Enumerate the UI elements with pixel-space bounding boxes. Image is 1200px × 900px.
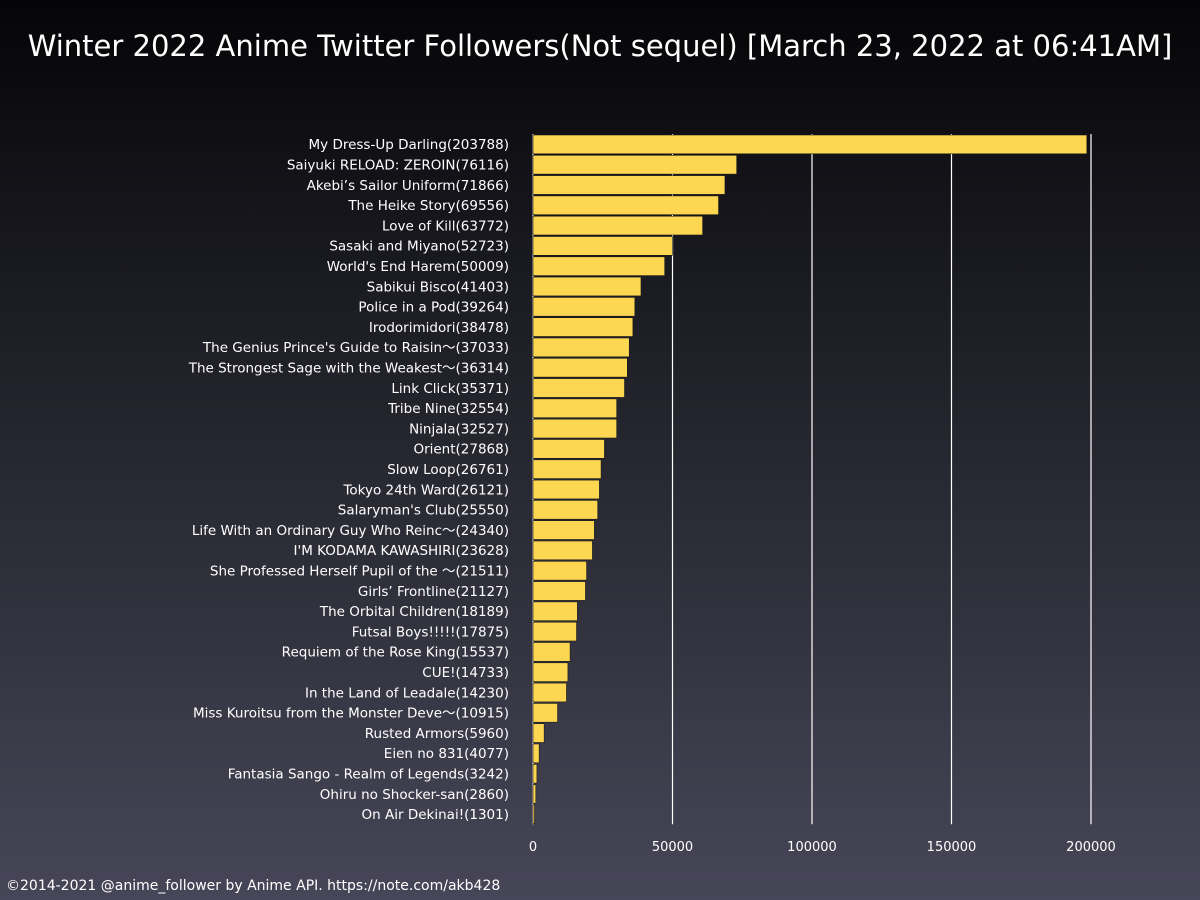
bar xyxy=(532,276,642,297)
bar xyxy=(532,256,665,276)
footer-credit: ©2014-2021 @anime_follower by Anime API.… xyxy=(6,878,501,894)
category-label: Sasaki and Miyano(52723) xyxy=(329,239,509,255)
bar xyxy=(532,743,540,764)
category-label: She Professed Herself Pupil of the 〜(215… xyxy=(210,563,509,579)
category-label: Sabikui Bisco(41403) xyxy=(367,279,509,295)
category-label: Akebi’s Sailor Uniform(71866) xyxy=(307,178,509,194)
category-label: Salaryman's Club(25550) xyxy=(338,503,509,519)
bar xyxy=(532,642,571,662)
category-label: The Orbital Children(18189) xyxy=(319,604,509,620)
category-label: Tokyo 24th Ward(26121) xyxy=(342,482,509,498)
bar xyxy=(532,439,605,459)
category-label: The Genius Prince's Guide to Raisin〜(370… xyxy=(202,340,509,356)
bar xyxy=(532,195,719,215)
bar xyxy=(532,621,577,642)
x-tick-label: 150000 xyxy=(927,840,977,855)
category-label: Police in a Pod(39264) xyxy=(358,300,509,316)
bar xyxy=(532,134,1088,155)
bar xyxy=(532,337,630,358)
chart-title: Winter 2022 Anime Twitter Followers(Not … xyxy=(27,29,1173,63)
bar xyxy=(532,418,617,439)
bar xyxy=(532,357,628,378)
bar xyxy=(532,398,617,418)
bar xyxy=(532,479,600,500)
category-label: In the Land of Leadale(14230) xyxy=(305,685,509,701)
category-label: Eien no 831(4077) xyxy=(384,746,509,762)
bar xyxy=(532,540,593,561)
category-label: On Air Dekinai!(1301) xyxy=(362,807,509,823)
x-tick-label: 100000 xyxy=(787,840,837,855)
category-label: Girls’ Frontline(21127) xyxy=(358,584,509,600)
bar xyxy=(532,682,567,703)
bar xyxy=(532,500,599,520)
category-label: Orient(27868) xyxy=(413,442,509,458)
category-label: Irodorimidori(38478) xyxy=(369,320,509,336)
category-label: Ninjala(32527) xyxy=(409,421,509,437)
bar xyxy=(532,763,538,784)
x-tick-label: 50000 xyxy=(652,840,693,855)
category-label: Love of Kill(63772) xyxy=(382,218,509,234)
category-label: Tribe Nine(32554) xyxy=(387,401,509,417)
category-label: Futsal Boys!!!!!(17875) xyxy=(352,624,509,640)
bar xyxy=(532,175,726,195)
category-label: I'M KODAMA KAWASHIRI(23628) xyxy=(294,543,509,559)
x-tick-label: 0 xyxy=(529,840,537,855)
bar xyxy=(532,723,545,743)
bar xyxy=(532,560,587,581)
category-label: Miss Kuroitsu from the Monster Deve〜(109… xyxy=(193,706,509,722)
category-label: Life With an Ordinary Guy Who Reinc〜(243… xyxy=(192,523,509,539)
bar xyxy=(532,378,625,398)
bar xyxy=(532,459,602,479)
bar xyxy=(532,784,537,804)
bar xyxy=(532,703,558,723)
category-labels: My Dress-Up Darling(203788) Saiyuki RELOA… xyxy=(188,137,509,823)
category-label: The Strongest Sage with the Weakest〜(363… xyxy=(188,360,509,376)
bar xyxy=(532,520,595,540)
bar xyxy=(532,297,636,317)
bar xyxy=(532,155,737,175)
x-tick-label: 200000 xyxy=(1066,840,1116,855)
bar xyxy=(532,601,578,622)
bar xyxy=(532,804,535,825)
bar xyxy=(532,215,703,236)
category-label: Fantasia Sango - Realm of Legends(3242) xyxy=(228,766,509,782)
category-label: Requiem of the Rose King(15537) xyxy=(282,645,509,661)
category-label: My Dress-Up Darling(203788) xyxy=(309,137,509,153)
bar xyxy=(532,581,586,601)
category-label: Rusted Armors(5960) xyxy=(365,726,509,742)
category-label: The Heike Story(69556) xyxy=(347,198,509,214)
bar xyxy=(532,662,569,682)
category-label: Link Click(35371) xyxy=(391,381,509,397)
category-label: Slow Loop(26761) xyxy=(387,462,509,478)
bars xyxy=(532,134,1088,825)
category-label: World's End Harem(50009) xyxy=(327,259,509,275)
bar xyxy=(532,317,634,337)
category-label: Ohiru no Shocker-san(2860) xyxy=(320,787,509,803)
category-label: CUE!(14733) xyxy=(422,665,509,681)
category-label: Saiyuki RELOAD: ZEROIN(76116) xyxy=(287,157,509,173)
x-axis-ticks: 0 50000 100000 150000 200000 xyxy=(529,840,1116,855)
bar xyxy=(532,236,673,256)
